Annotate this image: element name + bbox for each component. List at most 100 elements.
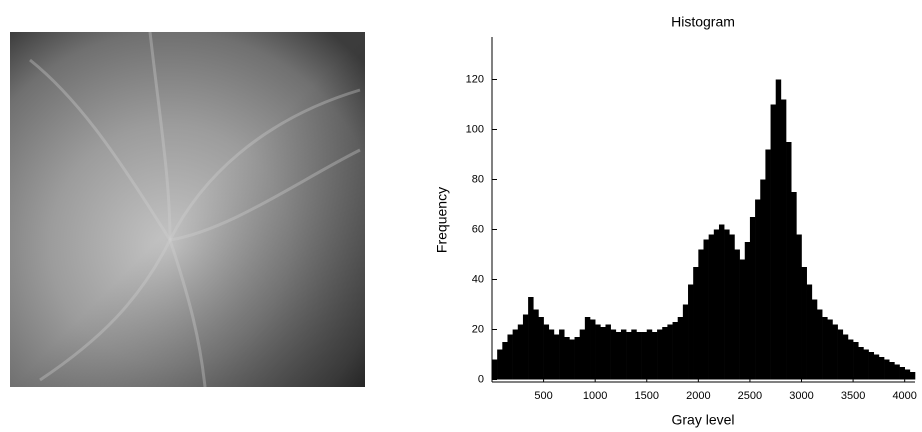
x-tick-label: 500 [534, 390, 552, 402]
bar [734, 249, 740, 380]
bar [559, 329, 565, 380]
bar [615, 332, 622, 380]
bar [543, 324, 550, 380]
bar [610, 329, 617, 380]
chart-title: Histogram [671, 14, 735, 30]
bar [698, 249, 704, 380]
bar [667, 324, 673, 380]
bar [847, 339, 854, 380]
bar [878, 357, 885, 380]
bar [688, 284, 694, 380]
bar [703, 239, 709, 380]
bar [677, 317, 684, 380]
bar [672, 322, 679, 380]
bar [502, 342, 508, 380]
bar [904, 369, 911, 380]
bar [605, 324, 611, 380]
bar [651, 332, 658, 380]
bar [492, 359, 498, 380]
bar [729, 234, 735, 380]
bar [584, 317, 591, 380]
x-tick-label: 1000 [583, 390, 607, 402]
bar [548, 329, 555, 380]
bar [858, 347, 864, 380]
bar [724, 229, 730, 380]
bar [827, 319, 833, 380]
x-tick-label: 4000 [892, 390, 916, 402]
x-tick-label: 3500 [841, 390, 865, 402]
bar [894, 364, 900, 380]
bar [718, 224, 725, 380]
bar [863, 349, 869, 380]
bar [801, 267, 807, 380]
bar [796, 234, 802, 380]
y-tick-label: 120 [466, 73, 484, 85]
bar [533, 309, 539, 380]
bar [595, 324, 601, 380]
bar [822, 317, 828, 380]
bar [770, 104, 777, 380]
x-tick-label: 2500 [738, 390, 762, 402]
bar [646, 329, 653, 380]
bar [791, 192, 797, 380]
bar [755, 199, 761, 380]
bar [899, 367, 905, 380]
bar [708, 234, 715, 380]
bar [832, 324, 838, 380]
bar [553, 334, 560, 380]
x-tick-label: 3000 [789, 390, 813, 402]
bar [564, 337, 570, 380]
bar [600, 327, 606, 380]
bar [590, 319, 596, 380]
bar [528, 297, 534, 380]
bar [765, 149, 771, 380]
bar [579, 329, 586, 380]
y-tick-label: 80 [472, 173, 484, 185]
y-tick-label: 20 [472, 323, 484, 335]
bar [574, 337, 580, 380]
bar [889, 362, 895, 380]
bar [713, 229, 720, 380]
bar [842, 334, 849, 380]
y-axis-label: Frequency [434, 187, 450, 253]
y-tick-label: 60 [472, 223, 484, 235]
bar [760, 179, 766, 380]
x-axis-label: Gray level [671, 412, 734, 428]
bar [853, 342, 859, 380]
bar [682, 304, 689, 380]
bar [507, 334, 513, 380]
bar [786, 142, 792, 380]
bar [837, 329, 844, 380]
bar [522, 314, 529, 380]
bar [909, 372, 916, 380]
y-tick-label: 40 [472, 273, 484, 285]
bar [780, 99, 787, 380]
x-tick-label: 1500 [635, 390, 659, 402]
y-tick-label: 0 [478, 373, 484, 385]
bar [569, 339, 575, 380]
bar [631, 329, 637, 380]
bar [636, 332, 642, 380]
bar [497, 349, 503, 380]
bar [811, 299, 818, 380]
y-tick-label: 100 [466, 123, 484, 135]
bar [693, 267, 699, 380]
bar [626, 332, 632, 380]
bar [512, 329, 519, 380]
bar [884, 359, 890, 380]
bar [744, 242, 751, 380]
bar [739, 259, 746, 380]
bar [806, 284, 813, 380]
bar [641, 332, 648, 380]
bar [816, 309, 823, 380]
bar [662, 327, 668, 380]
bar [620, 329, 627, 380]
bar [657, 329, 663, 380]
x-tick-label: 2000 [686, 390, 710, 402]
bar [873, 354, 880, 380]
bar [538, 317, 544, 380]
bar [749, 217, 756, 380]
bar [517, 324, 524, 380]
mammogram-image [10, 31, 365, 388]
